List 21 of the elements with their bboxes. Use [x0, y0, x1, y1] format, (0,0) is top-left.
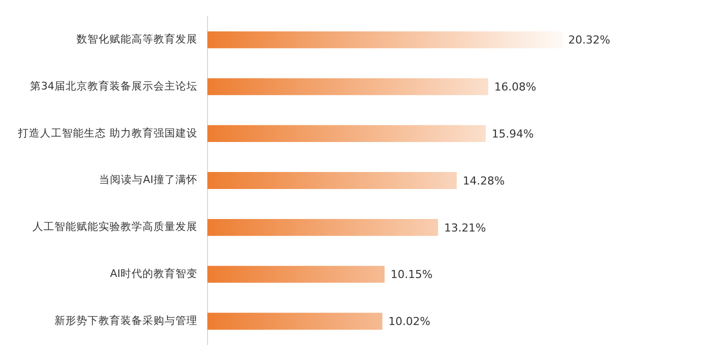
bar: [207, 172, 457, 189]
data-label: 10.02%: [388, 315, 430, 328]
bar: [207, 31, 562, 48]
y-tick-label: 人工智能赋能实验教学高质量发展: [32, 220, 198, 234]
y-tick-label: 打造人工智能生态 助力教育强国建设: [16, 126, 198, 140]
y-tick-label: 数智化赋能高等教育发展: [76, 32, 198, 46]
bar: [207, 78, 488, 96]
y-tick-label: 新形势下教育装备采购与管理: [54, 314, 198, 327]
data-label: 16.08%: [494, 80, 536, 94]
data-label: 20.32%: [568, 34, 610, 47]
data-label: 13.21%: [444, 221, 486, 234]
data-label: 10.15%: [390, 268, 433, 282]
bar: [207, 218, 438, 236]
y-tick-label: 当阅读与AI撞了满怀: [99, 173, 198, 186]
y-tick-label: 第34届北京教育装备展示会主论坛: [30, 79, 198, 92]
bar: [207, 266, 385, 283]
bar: [207, 312, 382, 330]
data-label: 15.94%: [492, 127, 534, 140]
bar: [207, 125, 486, 142]
data-label: 14.28%: [462, 174, 505, 188]
y-tick-label: AI时代的教育智变: [110, 267, 198, 280]
